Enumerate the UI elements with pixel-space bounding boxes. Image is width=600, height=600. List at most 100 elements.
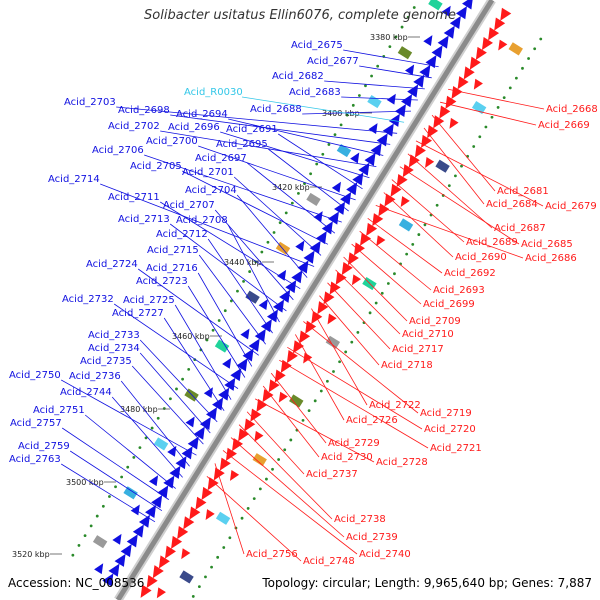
reverse-gene-arrow (402, 164, 414, 178)
forward-gene-label[interactable]: Acid_2701 (182, 167, 234, 178)
reverse-gene-label[interactable]: Acid_2690 (455, 252, 507, 263)
reverse-gene-label[interactable]: Acid_2669 (538, 120, 590, 131)
reverse-gene-label[interactable]: Acid_2692 (444, 268, 496, 279)
forward-gene-label[interactable]: Acid_2757 (10, 418, 62, 429)
forward-gene-label[interactable]: Acid_2675 (291, 40, 343, 51)
forward-gene-label[interactable]: Acid_2695 (216, 139, 268, 150)
forward-gene-label[interactable]: Acid_2696 (168, 122, 220, 133)
forward-gene-label[interactable]: Acid_2736 (69, 371, 121, 382)
forward-gene-label[interactable]: Acid_2677 (307, 56, 359, 67)
reverse-gene-label[interactable]: Acid_2685 (521, 239, 573, 250)
reverse-gene-label[interactable]: Acid_2686 (525, 253, 577, 264)
reverse-gene-arrow (408, 154, 420, 168)
forward-gene-label[interactable]: Acid_2759 (18, 441, 70, 452)
forward-gene-label[interactable]: Acid_2715 (147, 245, 199, 256)
forward-gene-label[interactable]: Acid_2705 (130, 161, 182, 172)
forward-gene-label[interactable]: Acid_2700 (146, 136, 198, 147)
forward-gene-label[interactable]: Acid_2704 (185, 185, 237, 196)
gc-dot (242, 279, 245, 283)
reverse-gene-arrow (396, 173, 408, 188)
forward-gene-label[interactable]: Acid_2682 (272, 71, 324, 82)
reverse-gene-label[interactable]: Acid_2719 (420, 408, 472, 419)
reverse-gene-label[interactable]: Acid_2668 (546, 104, 598, 115)
forward-gene-label[interactable]: Acid_2708 (176, 215, 228, 226)
forward-gene-label[interactable]: Acid_2724 (86, 259, 138, 270)
reverse-gene-label[interactable]: Acid_2710 (402, 329, 454, 340)
gc-dot (83, 534, 87, 538)
reverse-leader-line (415, 140, 544, 207)
forward-gene-label[interactable]: Acid_2763 (9, 454, 61, 465)
reverse-gene-arrow (360, 232, 372, 246)
reverse-gene-label[interactable]: Acid_2684 (486, 199, 538, 210)
gc-dot (246, 507, 250, 510)
forward-gene-label[interactable]: Acid_2711 (108, 192, 160, 203)
forward-gene-label[interactable]: Acid_2697 (195, 153, 247, 164)
forward-gene-arrow (199, 416, 211, 430)
reverse-gene-label[interactable]: Acid_2687 (494, 223, 546, 234)
gc-dot (521, 66, 524, 70)
reverse-gene-arrow (439, 105, 451, 119)
forward-feature-block (245, 290, 260, 304)
forward-gene-label[interactable]: Acid_2691 (226, 124, 278, 135)
forward-leader-line (159, 201, 301, 290)
forward-gene-label[interactable]: Acid_2727 (112, 308, 164, 319)
reverse-gene-label[interactable]: Acid_2756 (246, 549, 298, 560)
forward-gene-label[interactable]: Acid_2744 (60, 387, 112, 398)
gc-dot (197, 585, 201, 589)
forward-gene-label[interactable]: Acid_2723 (136, 276, 188, 287)
reverse-gene-label[interactable]: Acid_2738 (334, 514, 386, 525)
reverse-gene-label[interactable]: Acid_2748 (303, 556, 355, 567)
forward-gene-arrow (462, 0, 474, 10)
reverse-feature-block (435, 159, 450, 173)
forward-leader-line (198, 254, 266, 345)
reverse-gene-arrow (303, 352, 313, 364)
forward-leader-line (163, 317, 225, 412)
reverse-gene-label[interactable]: Acid_2737 (306, 469, 358, 480)
forward-gene-label[interactable]: Acid_2688 (250, 104, 302, 115)
forward-gene-label[interactable]: Acid_R0030 (184, 87, 243, 98)
reverse-gene-label[interactable]: Acid_2709 (409, 316, 461, 327)
forward-gene-label[interactable]: Acid_2713 (118, 214, 170, 225)
forward-gene-label[interactable]: Acid_2706 (92, 145, 144, 156)
reverse-gene-label[interactable]: Acid_2729 (328, 438, 380, 449)
forward-gene-label[interactable]: Acid_2734 (88, 343, 140, 354)
forward-gene-label[interactable]: Acid_2725 (123, 295, 175, 306)
reverse-gene-label[interactable]: Acid_2730 (321, 452, 373, 463)
gc-dot (114, 485, 117, 489)
forward-gene-label[interactable]: Acid_2702 (108, 121, 160, 132)
forward-gene-label[interactable]: Acid_2703 (64, 97, 116, 108)
reverse-gene-arrow (195, 496, 207, 510)
reverse-leader-line (351, 243, 422, 305)
reverse-gene-label[interactable]: Acid_2717 (392, 344, 444, 355)
reverse-gene-label[interactable]: Acid_2728 (376, 457, 428, 468)
forward-gene-label[interactable]: Acid_2716 (146, 263, 198, 274)
reverse-gene-label[interactable]: Acid_2720 (424, 424, 476, 435)
forward-gene-label[interactable]: Acid_2714 (48, 174, 100, 185)
reverse-gene-label[interactable]: Acid_2721 (430, 443, 482, 454)
reverse-gene-label[interactable]: Acid_2689 (466, 237, 518, 248)
reverse-leader-line (383, 192, 454, 258)
forward-gene-label[interactable]: Acid_2750 (9, 370, 61, 381)
forward-gene-arrow (193, 426, 205, 440)
reverse-gene-label[interactable]: Acid_2739 (346, 532, 398, 543)
reverse-gene-label[interactable]: Acid_2681 (497, 186, 549, 197)
forward-gene-label[interactable]: Acid_2751 (33, 405, 85, 416)
reverse-gene-label[interactable]: Acid_2726 (346, 415, 398, 426)
forward-gene-label[interactable]: Acid_2735 (80, 356, 132, 367)
reverse-leader-line (439, 101, 537, 126)
forward-gene-label[interactable]: Acid_2683 (289, 87, 341, 98)
reverse-gene-label[interactable]: Acid_2693 (433, 285, 485, 296)
forward-gene-label[interactable]: Acid_2707 (163, 200, 215, 211)
gc-dot (394, 35, 398, 39)
forward-gene-label[interactable]: Acid_2733 (88, 330, 140, 341)
reverse-gene-label[interactable]: Acid_2679 (545, 201, 597, 212)
forward-gene-label[interactable]: Acid_2698 (118, 105, 170, 116)
reverse-gene-label[interactable]: Acid_2740 (359, 549, 411, 560)
forward-gene-label[interactable]: Acid_2712 (156, 229, 208, 240)
forward-gene-label[interactable]: Acid_2694 (176, 109, 228, 120)
reverse-gene-label[interactable]: Acid_2699 (423, 299, 475, 310)
reverse-gene-label[interactable]: Acid_2722 (369, 400, 421, 411)
forward-gene-label[interactable]: Acid_2732 (62, 294, 114, 305)
gc-dot (223, 309, 227, 313)
reverse-gene-label[interactable]: Acid_2718 (381, 360, 433, 371)
